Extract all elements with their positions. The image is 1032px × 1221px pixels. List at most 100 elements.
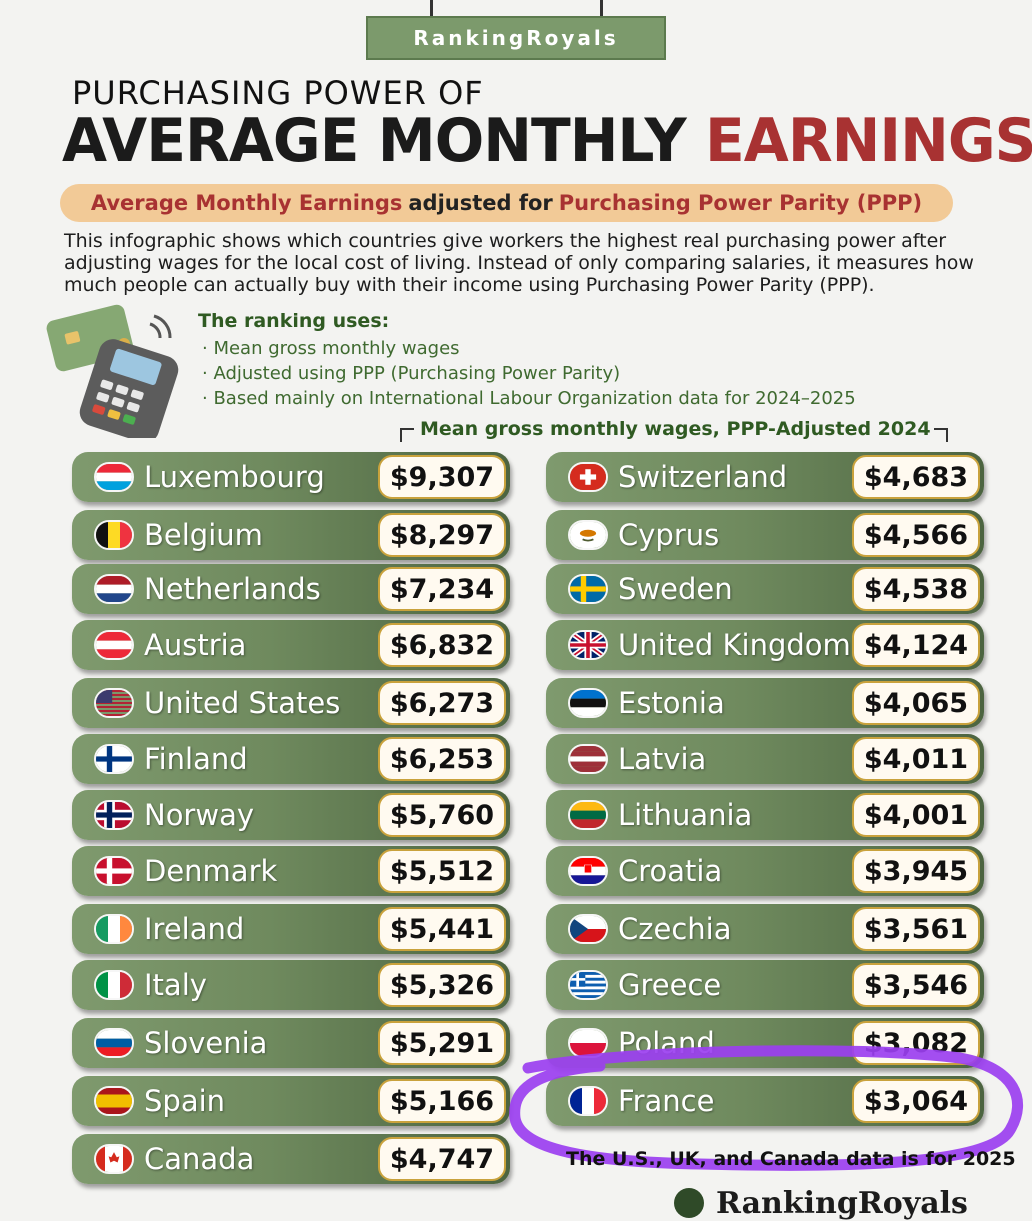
luxembourg-flag-icon — [94, 462, 134, 492]
wage-value: $4,011 — [852, 737, 980, 781]
country-name: Lithuania — [618, 798, 753, 832]
wage-value: $5,291 — [378, 1021, 506, 1065]
norway-flag-icon — [94, 800, 134, 830]
chart-title: Mean gross monthly wages, PPP-Adjusted 2… — [420, 418, 931, 440]
ranking-row-france: France $3,064 — [546, 1076, 984, 1126]
wage-value: $4,065 — [852, 681, 980, 725]
wage-value: $4,683 — [852, 455, 980, 499]
footer-brand: RankingRoyals — [716, 1186, 968, 1221]
latvia-flag-icon — [568, 744, 608, 774]
ranking-row-netherlands: Netherlands $7,234 — [72, 564, 510, 614]
country-name: Spain — [144, 1084, 226, 1118]
title-part-1: AVERAGE MONTHLY — [62, 106, 687, 176]
wage-value: $3,546 — [852, 963, 980, 1007]
wage-value: $6,253 — [378, 737, 506, 781]
wage-value: $4,747 — [378, 1137, 506, 1181]
ireland-flag-icon — [94, 914, 134, 944]
sweden-flag-icon — [568, 574, 608, 604]
ranking-row-estonia: Estonia $4,065 — [546, 678, 984, 728]
ranking-row-poland: Poland $3,082 — [546, 1018, 984, 1068]
ranking-row-sweden: Sweden $4,538 — [546, 564, 984, 614]
wage-value: $6,832 — [378, 623, 506, 667]
belgium-flag-icon — [94, 520, 134, 550]
ranking-row-spain: Spain $5,166 — [72, 1076, 510, 1126]
title-part-2: EARNINGS — [704, 106, 1032, 176]
ranking-row-finland: Finland $6,253 — [72, 734, 510, 784]
wage-value: $8,297 — [378, 513, 506, 557]
country-name: Canada — [144, 1142, 255, 1176]
uses-item: · Adjusted using PPP (Purchasing Power P… — [202, 363, 621, 384]
country-name: Denmark — [144, 854, 278, 888]
poland-flag-icon — [568, 1028, 608, 1058]
estonia-flag-icon — [568, 688, 608, 718]
wage-value: $3,064 — [852, 1079, 980, 1123]
footnote: The U.S., UK, and Canada data is for 202… — [566, 1148, 1016, 1170]
france-flag-icon — [568, 1086, 608, 1116]
description: This infographic shows which countries g… — [64, 230, 974, 296]
wage-value: $4,538 — [852, 567, 980, 611]
brand-badge: RankingRoyals — [366, 16, 666, 60]
country-name: Netherlands — [144, 572, 321, 606]
country-name: Austria — [144, 628, 247, 662]
footer-logo-icon — [674, 1188, 704, 1218]
wage-value: $4,001 — [852, 793, 980, 837]
country-name: Latvia — [618, 742, 707, 776]
ranking-row-denmark: Denmark $5,512 — [72, 846, 510, 896]
wage-value: $3,082 — [852, 1021, 980, 1065]
ranking-row-austria: Austria $6,832 — [72, 620, 510, 670]
country-name: Slovenia — [144, 1026, 268, 1060]
chart-title-bracket: Mean gross monthly wages, PPP-Adjusted 2… — [400, 418, 948, 444]
netherlands-flag-icon — [94, 574, 134, 604]
wage-value: $3,945 — [852, 849, 980, 893]
croatia-flag-icon — [568, 856, 608, 886]
ranking-row-lithuania: Lithuania $4,001 — [546, 790, 984, 840]
uses-item: · Mean gross monthly wages — [202, 338, 460, 359]
country-name: Luxembourg — [144, 460, 325, 494]
country-name: Italy — [144, 968, 207, 1002]
canada-flag-icon — [94, 1144, 134, 1174]
slovenia-flag-icon — [94, 1028, 134, 1058]
country-name: Switzerland — [618, 460, 788, 494]
wage-value: $5,166 — [378, 1079, 506, 1123]
country-name: Finland — [144, 742, 248, 776]
country-name: Sweden — [618, 572, 733, 606]
united-kingdom-flag-icon — [568, 630, 608, 660]
hanger-right — [600, 0, 603, 16]
greece-flag-icon — [568, 970, 608, 1000]
country-name: Czechia — [618, 912, 732, 946]
ranking-row-cyprus: Cyprus $4,566 — [546, 510, 984, 560]
uses-heading: The ranking uses: — [198, 310, 390, 332]
wage-value: $4,566 — [852, 513, 980, 557]
subtitle-b: adjusted for — [408, 191, 553, 215]
czechia-flag-icon — [568, 914, 608, 944]
country-name: United States — [144, 686, 341, 720]
country-name: Croatia — [618, 854, 723, 888]
subtitle-pill: Average Monthly Earnings adjusted for Pu… — [60, 184, 953, 222]
ranking-row-belgium: Belgium $8,297 — [72, 510, 510, 560]
ranking-row-latvia: Latvia $4,011 — [546, 734, 984, 784]
lithuania-flag-icon — [568, 800, 608, 830]
ranking-row-italy: Italy $5,326 — [72, 960, 510, 1010]
country-name: Ireland — [144, 912, 245, 946]
ranking-row-united-kingdom: United Kingdom $4,124 — [546, 620, 984, 670]
spain-flag-icon — [94, 1086, 134, 1116]
cyprus-flag-icon — [568, 520, 608, 550]
ranking-row-greece: Greece $3,546 — [546, 960, 984, 1010]
italy-flag-icon — [94, 970, 134, 1000]
page-title: AVERAGE MONTHLY EARNINGS — [62, 106, 1032, 176]
card-payment-terminal-icon — [46, 304, 179, 438]
country-name: Poland — [618, 1026, 715, 1060]
wage-value: $5,512 — [378, 849, 506, 893]
uses-item: · Based mainly on International Labour O… — [202, 388, 856, 409]
wage-value: $7,234 — [378, 567, 506, 611]
austria-flag-icon — [94, 630, 134, 660]
ranking-row-ireland: Ireland $5,441 — [72, 904, 510, 954]
page-kicker: PURCHASING POWER OF — [72, 74, 484, 112]
subtitle-a: Average Monthly Earnings — [90, 191, 403, 215]
wage-value: $5,441 — [378, 907, 506, 951]
country-name: France — [618, 1084, 715, 1118]
country-name: Estonia — [618, 686, 725, 720]
denmark-flag-icon — [94, 856, 134, 886]
ranking-row-luxembourg: Luxembourg $9,307 — [72, 452, 510, 502]
ranking-row-switzerland: Switzerland $4,683 — [546, 452, 984, 502]
